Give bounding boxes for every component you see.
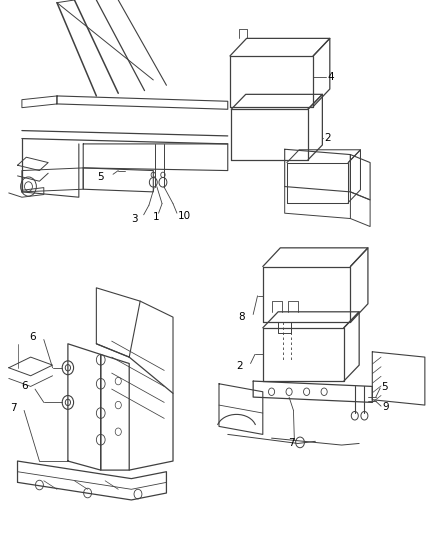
Text: 8: 8 — [239, 312, 245, 321]
Text: 6: 6 — [21, 382, 28, 391]
Text: 3: 3 — [131, 214, 138, 224]
Text: 10: 10 — [178, 212, 191, 221]
Text: 4: 4 — [328, 72, 334, 82]
Text: 7: 7 — [288, 439, 295, 448]
Text: 5: 5 — [98, 172, 104, 182]
Text: 9: 9 — [382, 402, 389, 412]
Text: 2: 2 — [237, 361, 243, 371]
Text: 5: 5 — [381, 383, 388, 392]
Text: 1: 1 — [152, 213, 159, 222]
Text: 2: 2 — [324, 133, 331, 142]
Text: 6: 6 — [29, 332, 36, 342]
Text: 7: 7 — [10, 403, 17, 413]
